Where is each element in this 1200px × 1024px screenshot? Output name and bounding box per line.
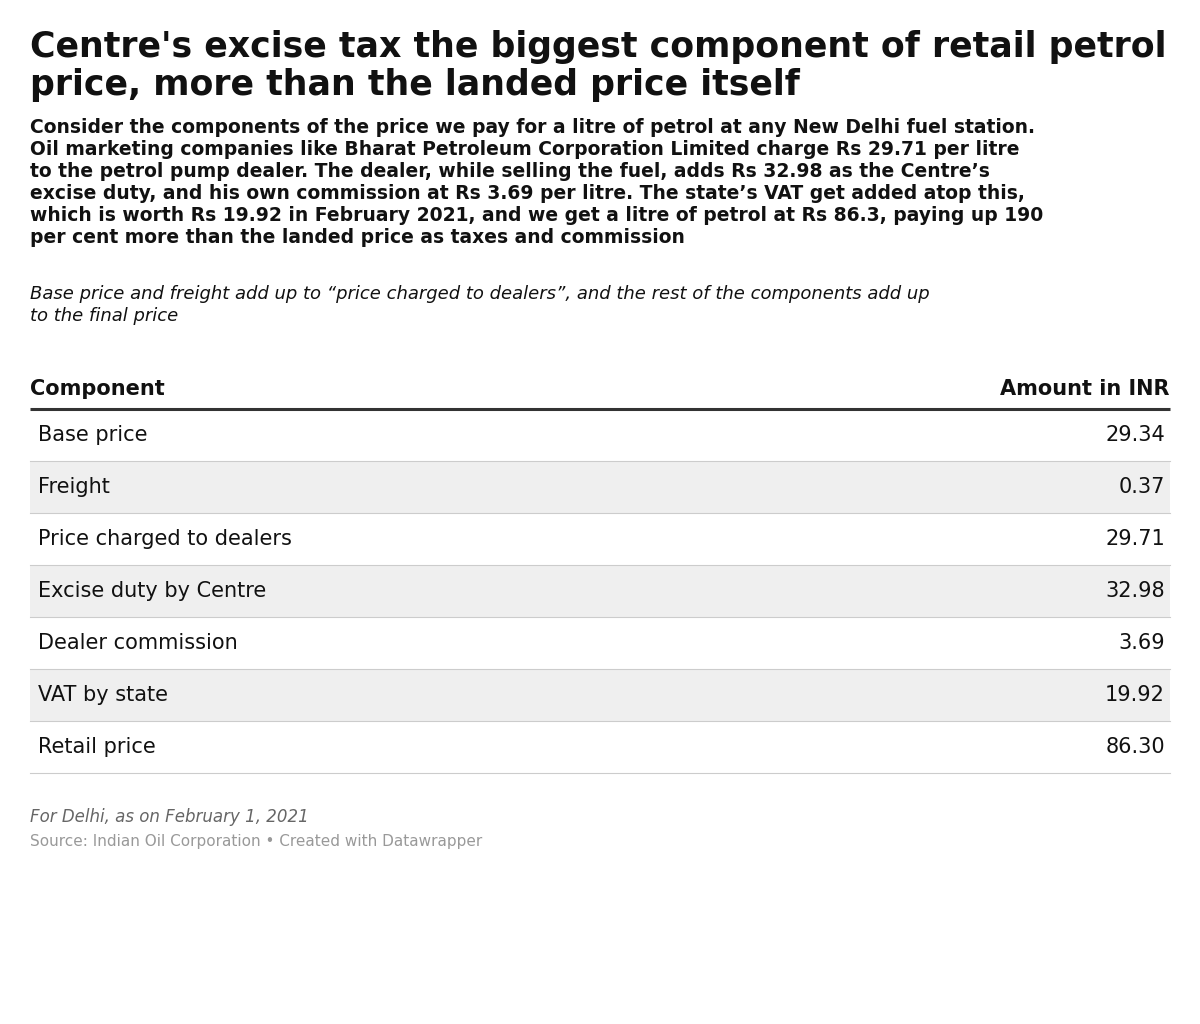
Bar [30,669,1170,721]
Text: 19.92: 19.92 [1105,685,1165,705]
Text: Source: Indian Oil Corporation • Created with Datawrapper: Source: Indian Oil Corporation • Created… [30,834,482,849]
Text: Amount in INR: Amount in INR [1001,379,1170,399]
Text: Dealer commission: Dealer commission [38,633,238,653]
Bar [30,461,1170,513]
Text: Excise duty by Centre: Excise duty by Centre [38,581,266,601]
Text: Oil marketing companies like Bharat Petroleum Corporation Limited charge Rs 29.7: Oil marketing companies like Bharat Petr… [30,140,1020,159]
Text: 32.98: 32.98 [1105,581,1165,601]
Text: Consider the components of the price we pay for a litre of petrol at any New Del: Consider the components of the price we … [30,118,1034,137]
Text: VAT by state: VAT by state [38,685,168,705]
Text: to the final price: to the final price [30,307,179,325]
Text: Base price and freight add up to “price charged to dealers”, and the rest of the: Base price and freight add up to “price … [30,285,930,303]
Text: Centre's excise tax the biggest component of retail petrol: Centre's excise tax the biggest componen… [30,30,1166,63]
Text: 0.37: 0.37 [1118,477,1165,497]
Text: For Delhi, as on February 1, 2021: For Delhi, as on February 1, 2021 [30,808,308,826]
Text: which is worth Rs 19.92 in February 2021, and we get a litre of petrol at Rs 86.: which is worth Rs 19.92 in February 2021… [30,206,1043,225]
Text: 29.71: 29.71 [1105,529,1165,549]
Text: price, more than the landed price itself: price, more than the landed price itself [30,68,800,102]
Text: Price charged to dealers: Price charged to dealers [38,529,292,549]
Text: 3.69: 3.69 [1118,633,1165,653]
Bar [30,565,1170,617]
Text: to the petrol pump dealer. The dealer, while selling the fuel, adds Rs 32.98 as : to the petrol pump dealer. The dealer, w… [30,162,990,181]
Text: Component: Component [30,379,164,399]
Text: per cent more than the landed price as taxes and commission: per cent more than the landed price as t… [30,228,685,247]
Text: excise duty, and his own commission at Rs 3.69 per litre. The state’s VAT get ad: excise duty, and his own commission at R… [30,184,1025,203]
Text: 86.30: 86.30 [1105,737,1165,757]
Text: Freight: Freight [38,477,110,497]
Text: Base price: Base price [38,425,148,445]
Text: Retail price: Retail price [38,737,156,757]
Text: 29.34: 29.34 [1105,425,1165,445]
